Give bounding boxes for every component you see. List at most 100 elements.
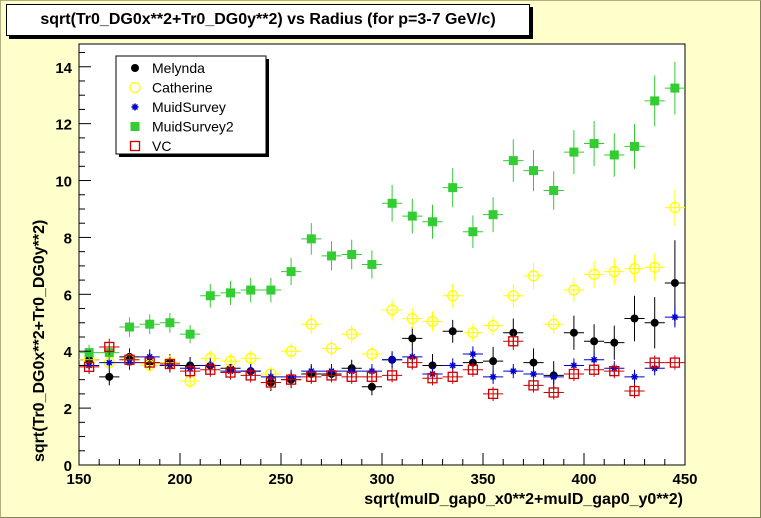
data-point (610, 338, 619, 347)
data-point (246, 285, 256, 295)
y-tick-label: 14 (55, 60, 72, 77)
data-point (386, 370, 398, 381)
x-tick-label: 300 (369, 471, 394, 488)
data-point (630, 141, 639, 151)
legend-label: Melynda (152, 60, 205, 76)
data-point (528, 380, 539, 391)
data-point (569, 147, 579, 157)
data-point (366, 348, 378, 360)
data-point (387, 198, 397, 208)
legend-marker (130, 122, 140, 131)
data-point (589, 139, 599, 149)
data-point (629, 385, 640, 397)
y-tick-label: 10 (55, 174, 72, 191)
data-point (447, 371, 458, 382)
data-point (548, 387, 559, 398)
data-point (428, 361, 437, 370)
data-point (165, 318, 175, 328)
data-point (449, 361, 457, 369)
data-point (630, 314, 639, 323)
y-axis-title: sqrt(Tr0_DG0x**2+Tr0_DG0y**2) (31, 220, 48, 462)
data-point (549, 185, 559, 195)
data-point (408, 334, 417, 343)
data-point (487, 319, 499, 332)
data-point (184, 365, 196, 377)
data-point (388, 356, 396, 364)
data-point (507, 290, 519, 302)
data-point (670, 278, 679, 287)
data-point (427, 373, 438, 384)
data-point (509, 367, 517, 375)
data-point (590, 337, 599, 346)
legend-marker (131, 64, 139, 72)
data-point (469, 350, 477, 358)
x-tick-label: 250 (268, 471, 293, 488)
data-point (428, 217, 437, 227)
data-point (650, 318, 659, 327)
legend-marker (129, 81, 141, 94)
data-point (588, 268, 600, 281)
data-point (305, 318, 317, 330)
data-point (468, 227, 478, 237)
data-point (609, 150, 619, 160)
legend-label: Catherine (152, 80, 213, 96)
data-point (448, 183, 458, 193)
data-point (588, 364, 600, 375)
data-point (225, 367, 236, 378)
y-tick-label: 12 (55, 117, 72, 134)
data-point (366, 371, 378, 382)
data-point (144, 357, 155, 368)
data-point (467, 327, 479, 339)
data-point (164, 358, 176, 370)
data-point (367, 259, 377, 269)
data-point (327, 251, 336, 261)
x-axis-title: sqrt(muID_gap0_x0**2+muID_gap0_y0**2) (364, 491, 683, 508)
y-tick-label: 6 (64, 287, 72, 304)
data-point (325, 342, 338, 355)
data-point (407, 211, 417, 221)
legend-marker (129, 140, 141, 152)
data-point (347, 250, 357, 259)
data-point (386, 304, 398, 316)
data-point (285, 345, 297, 357)
data-point (406, 312, 418, 325)
data-point (185, 329, 195, 339)
data-point (608, 265, 620, 278)
data-point (286, 267, 296, 277)
data-point (609, 365, 620, 377)
data-point (447, 290, 459, 302)
data-point (125, 322, 134, 332)
data-point (83, 361, 95, 373)
data-point (84, 348, 94, 358)
x-tick-label: 450 (672, 471, 697, 488)
data-point (205, 364, 216, 375)
data-point (407, 357, 418, 368)
data-point (245, 370, 256, 381)
data-point (669, 201, 681, 214)
x-tick-label: 400 (571, 471, 596, 488)
y-tick-label: 0 (64, 458, 72, 475)
data-point (124, 354, 135, 365)
legend-label: MuidSurvey (152, 99, 226, 115)
data-point (671, 313, 679, 321)
data-point (628, 263, 641, 275)
series-vc (79, 332, 685, 401)
data-point (105, 372, 114, 381)
data-point (569, 328, 578, 337)
data-point (448, 327, 457, 336)
data-point (467, 364, 479, 375)
data-point (226, 288, 235, 298)
data-point (285, 374, 297, 385)
data-point (489, 357, 498, 366)
data-point (346, 328, 358, 340)
data-point (590, 356, 598, 364)
chart-title: sqrt(Tr0_DG0x**2+Tr0_DG0y**2) vs Radius … (6, 4, 530, 36)
x-tick-label: 350 (470, 471, 495, 488)
data-point (265, 377, 277, 388)
data-point (306, 371, 317, 382)
data-point (104, 341, 115, 353)
y-tick-label: 4 (64, 344, 73, 361)
data-point (145, 319, 155, 329)
data-point (631, 373, 638, 381)
x-tick-label: 200 (167, 471, 192, 488)
